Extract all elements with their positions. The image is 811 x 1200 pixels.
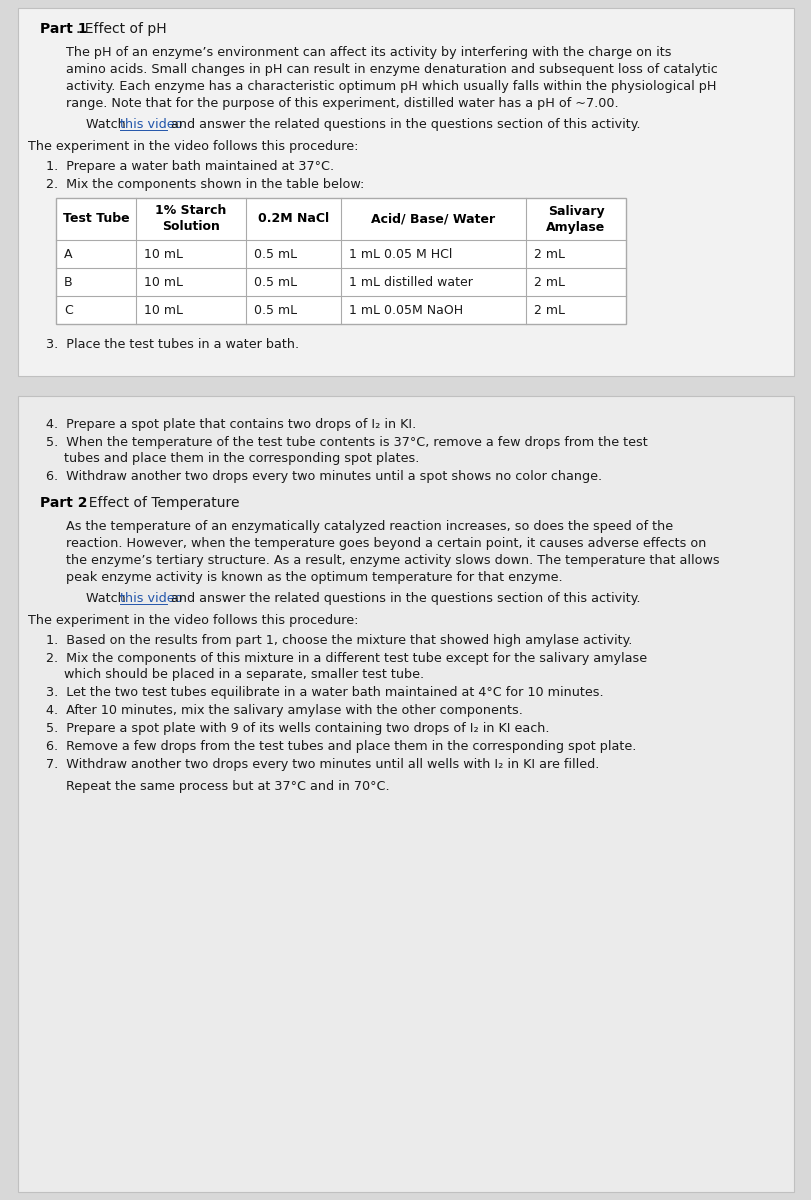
Text: 10 mL: 10 mL [144,276,182,288]
Text: 1 mL 0.05 M HCl: 1 mL 0.05 M HCl [349,247,452,260]
Text: 1.  Prepare a water bath maintained at 37°C.: 1. Prepare a water bath maintained at 37… [46,160,333,173]
Text: C: C [64,304,73,317]
Text: The pH of an enzyme’s environment can affect its activity by interfering with th: The pH of an enzyme’s environment can af… [66,46,671,59]
Text: 2.  Mix the components of this mixture in a different test tube except for the s: 2. Mix the components of this mixture in… [46,652,646,665]
Text: 5.  Prepare a spot plate with 9 of its wells containing two drops of I₂ in KI ea: 5. Prepare a spot plate with 9 of its we… [46,722,549,734]
Text: 0.5 mL: 0.5 mL [254,247,297,260]
Text: The experiment in the video follows this procedure:: The experiment in the video follows this… [28,140,358,152]
Text: Acid/ Base/ Water: Acid/ Base/ Water [371,212,495,226]
Text: 1 mL distilled water: 1 mL distilled water [349,276,472,288]
Text: Watch: Watch [86,592,130,605]
Bar [18,8,793,376]
Text: Part 2: Part 2 [40,496,88,510]
Text: 6.  Remove a few drops from the test tubes and place them in the corresponding s: 6. Remove a few drops from the test tube… [46,740,636,754]
Text: 3.  Place the test tubes in a water bath.: 3. Place the test tubes in a water bath. [46,338,298,350]
Text: 10 mL: 10 mL [144,247,182,260]
Text: amino acids. Small changes in pH can result in enzyme denaturation and subsequen: amino acids. Small changes in pH can res… [66,62,717,76]
Text: activity. Each enzyme has a characteristic optimum pH which usually falls within: activity. Each enzyme has a characterist… [66,80,715,92]
Text: and answer the related questions in the questions section of this activity.: and answer the related questions in the … [167,118,640,131]
Bar [56,198,625,324]
Text: 3.  Let the two test tubes equilibrate in a water bath maintained at 4°C for 10 : 3. Let the two test tubes equilibrate in… [46,686,603,698]
Bar [18,378,793,396]
Bar [18,396,793,1192]
Text: the enzyme’s tertiary structure. As a result, enzyme activity slows down. The te: the enzyme’s tertiary structure. As a re… [66,554,719,566]
Text: tubes and place them in the corresponding spot plates.: tubes and place them in the correspondin… [64,452,418,464]
Text: B: B [64,276,72,288]
Text: 0.2M NaCl: 0.2M NaCl [258,212,328,226]
Text: 0.5 mL: 0.5 mL [254,304,297,317]
Text: . Effect of pH: . Effect of pH [76,22,166,36]
Text: which should be placed in a separate, smaller test tube.: which should be placed in a separate, sm… [64,668,423,680]
Text: The experiment in the video follows this procedure:: The experiment in the video follows this… [28,614,358,626]
Text: Watch: Watch [86,118,130,131]
Text: 6.  Withdraw another two drops every two minutes until a spot shows no color cha: 6. Withdraw another two drops every two … [46,470,602,482]
Text: 5.  When the temperature of the test tube contents is 37°C, remove a few drops f: 5. When the temperature of the test tube… [46,436,647,449]
Text: this video: this video [120,118,182,131]
Text: 7.  Withdraw another two drops every two minutes until all wells with I₂ in KI a: 7. Withdraw another two drops every two … [46,758,599,770]
Text: 2 mL: 2 mL [534,247,564,260]
Text: and answer the related questions in the questions section of this activity.: and answer the related questions in the … [167,592,640,605]
Text: 1.  Based on the results from part 1, choose the mixture that showed high amylas: 1. Based on the results from part 1, cho… [46,634,632,647]
Text: Repeat the same process but at 37°C and in 70°C.: Repeat the same process but at 37°C and … [66,780,389,793]
Text: Test Tube: Test Tube [62,212,129,226]
Text: A: A [64,247,72,260]
Text: 2 mL: 2 mL [534,304,564,317]
Text: this video: this video [120,592,182,605]
Text: Amylase: Amylase [546,221,605,234]
Text: 1 mL 0.05M NaOH: 1 mL 0.05M NaOH [349,304,462,317]
Text: Part 1: Part 1 [40,22,88,36]
Text: Salivary: Salivary [547,204,603,217]
Text: peak enzyme activity is known as the optimum temperature for that enzyme.: peak enzyme activity is known as the opt… [66,571,562,584]
Text: As the temperature of an enzymatically catalyzed reaction increases, so does the: As the temperature of an enzymatically c… [66,520,672,533]
Text: Solution: Solution [162,221,220,234]
Text: 0.5 mL: 0.5 mL [254,276,297,288]
Text: 2 mL: 2 mL [534,276,564,288]
Text: 10 mL: 10 mL [144,304,182,317]
Text: . Effect of Temperature: . Effect of Temperature [80,496,239,510]
Text: 1% Starch: 1% Starch [155,204,226,217]
Text: 2.  Mix the components shown in the table below:: 2. Mix the components shown in the table… [46,178,364,191]
Text: 4.  Prepare a spot plate that contains two drops of I₂ in KI.: 4. Prepare a spot plate that contains tw… [46,418,416,431]
Text: range. Note that for the purpose of this experiment, distilled water has a pH of: range. Note that for the purpose of this… [66,97,618,110]
Text: reaction. However, when the temperature goes beyond a certain point, it causes a: reaction. However, when the temperature … [66,538,706,550]
Text: 4.  After 10 minutes, mix the salivary amylase with the other components.: 4. After 10 minutes, mix the salivary am… [46,704,522,716]
